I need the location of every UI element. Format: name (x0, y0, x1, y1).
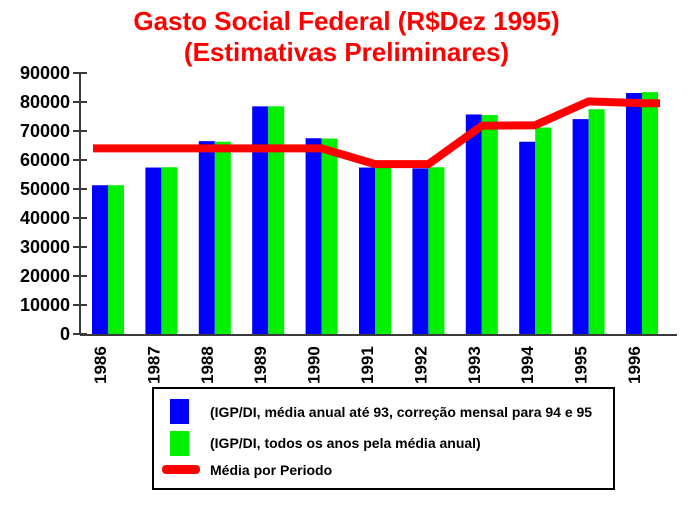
bar-1991-series2 (375, 167, 391, 334)
bar-1990-series1 (305, 138, 322, 334)
bar-1994-series1 (519, 141, 536, 334)
x-axis-label-1996: 1996 (625, 346, 644, 384)
x-axis-label-1995: 1995 (572, 346, 591, 384)
x-axis-label-1990: 1990 (305, 346, 324, 384)
y-axis-label: 40000 (20, 208, 70, 228)
x-axis-label-1989: 1989 (251, 346, 270, 384)
chart-title-line1: Gasto Social Federal (R$Dez 1995) (133, 6, 560, 36)
bar-1989-series1 (252, 106, 269, 334)
y-axis-label: 50000 (20, 179, 70, 199)
bar-1992-series2 (428, 167, 445, 334)
legend-label-series2: (IGP/DI, todos os anos pela média anual) (210, 435, 481, 451)
legend: (IGP/DI, média anual até 93, correção me… (152, 387, 615, 490)
bar-1996-series1 (626, 93, 642, 334)
x-axis-label-1991: 1991 (358, 346, 377, 384)
chart-title-line2: (Estimativas Preliminares) (183, 37, 510, 68)
bar-1986-series2 (108, 185, 124, 334)
legend-swatch-red-line (162, 465, 200, 475)
chart-title: Gasto Social Federal (R$Dez 1995) (Estim… (0, 6, 693, 68)
legend-item-series1: (IGP/DI, média anual até 93, correção me… (162, 399, 605, 425)
y-axis-label: 90000 (20, 63, 70, 83)
y-axis-label: 60000 (20, 150, 70, 170)
legend-label-series1: (IGP/DI, média anual até 93, correção me… (210, 403, 593, 420)
bar-1993-series2 (481, 115, 498, 334)
y-axis-label: 70000 (20, 121, 70, 141)
x-axis-label-1994: 1994 (518, 346, 537, 384)
y-axis-label: 10000 (20, 295, 70, 315)
legend-label-media-line: Média por Periodo (210, 461, 333, 478)
bar-1988-series1 (198, 141, 215, 334)
legend-swatch-blue-bar (170, 399, 189, 425)
bar-1988-series2 (214, 141, 231, 334)
y-axis-label: 20000 (20, 266, 70, 286)
bar-1994-series2 (535, 127, 552, 335)
bar-1996-series2 (642, 92, 658, 334)
y-axis-label: 0 (60, 324, 70, 344)
x-axis-label-1986: 1986 (91, 346, 110, 384)
bar-1991-series1 (359, 167, 375, 334)
bar-1995-series1 (572, 119, 589, 334)
y-axis-label: 80000 (20, 92, 70, 112)
y-axis-label: 30000 (20, 237, 70, 257)
x-axis-label-1993: 1993 (465, 346, 484, 384)
bar-1992-series1 (412, 168, 429, 334)
bar-1990-series2 (321, 138, 338, 334)
x-axis-label-1988: 1988 (198, 346, 217, 384)
bar-1993-series1 (465, 114, 482, 334)
bar-1987-series2 (161, 167, 178, 334)
legend-swatch-green-bar (170, 430, 189, 456)
legend-item-series2: (IGP/DI, todos os anos pela média anual) (162, 430, 605, 456)
x-axis-label-1992: 1992 (411, 346, 430, 384)
x-axis-label-1987: 1987 (144, 346, 163, 384)
legend-item-media-line: Média por Periodo (162, 462, 605, 478)
media-por-periodo-line (93, 97, 660, 169)
bar-1989-series2 (268, 106, 285, 334)
bar-1986-series1 (92, 185, 108, 334)
bar-1987-series1 (145, 167, 162, 334)
bar-1995-series2 (588, 109, 605, 334)
